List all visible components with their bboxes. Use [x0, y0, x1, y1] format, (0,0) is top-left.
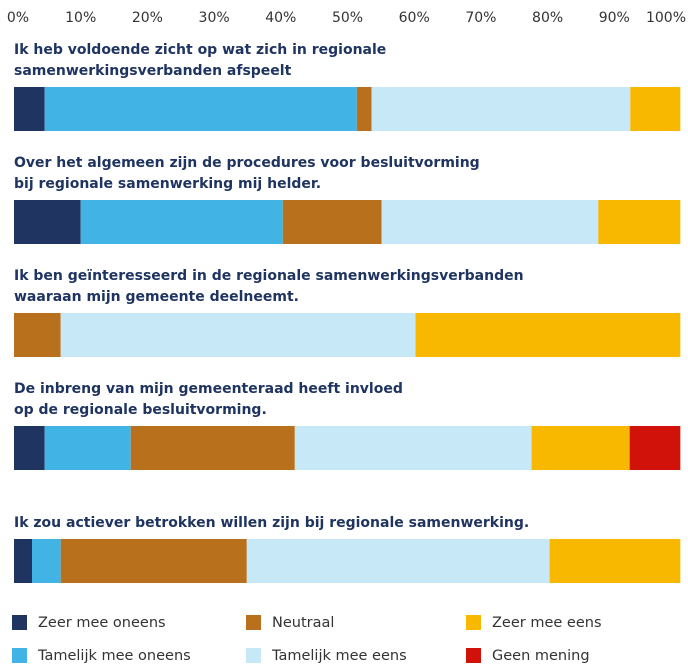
- bar-segment: [44, 87, 357, 131]
- bar-segment: [32, 539, 61, 583]
- bar-segment: [629, 426, 681, 470]
- bar-segment: [630, 87, 681, 131]
- bar-segment: [415, 313, 681, 357]
- x-tick-label: 100%: [646, 10, 686, 26]
- question-line: Ik heb voldoende zicht op wat zich in re…: [14, 42, 386, 58]
- question-line: Ik zou actiever betrokken willen zijn bi…: [14, 515, 529, 531]
- question-label: Ik ben geïnteresseerd in de regionale sa…: [14, 268, 524, 305]
- bar-segment: [130, 426, 295, 470]
- bar-segment: [60, 313, 416, 357]
- legend-label: Neutraal: [272, 615, 334, 631]
- x-tick-label: 80%: [532, 10, 563, 26]
- bar-segment: [80, 200, 283, 244]
- question-label: Over het algemeen zijn de procedures voo…: [14, 155, 480, 192]
- question-line: samenwerkingsverbanden afspeelt: [14, 63, 292, 79]
- question-line: Ik ben geïnteresseerd in de regionale sa…: [14, 268, 524, 284]
- question-label: Ik heb voldoende zicht op wat zich in re…: [14, 42, 386, 79]
- x-tick-label: 40%: [265, 10, 296, 26]
- x-tick-label: 10%: [65, 10, 96, 26]
- legend-label: Tamelijk mee eens: [271, 648, 407, 664]
- bar-segment: [14, 426, 45, 470]
- bar-segment: [294, 426, 532, 470]
- legend-swatch: [466, 615, 481, 630]
- legend-label: Zeer mee oneens: [38, 615, 166, 631]
- x-tick-label: 70%: [465, 10, 496, 26]
- bar-segment: [44, 426, 131, 470]
- bar-segment: [381, 200, 599, 244]
- x-tick-label: 50%: [332, 10, 363, 26]
- legend-label: Geen mening: [492, 648, 590, 664]
- x-tick-label: 0%: [7, 10, 29, 26]
- x-tick-label: 20%: [132, 10, 163, 26]
- legend-swatch: [12, 648, 27, 663]
- bar-segment: [371, 87, 631, 131]
- question-line: waaraan mijn gemeente deelneemt.: [14, 289, 299, 305]
- bar-segment: [282, 200, 382, 244]
- question-label: De inbreng van mijn gemeenteraad heeft i…: [14, 381, 403, 418]
- legend-swatch: [12, 615, 27, 630]
- question-line: De inbreng van mijn gemeenteraad heeft i…: [14, 381, 403, 397]
- legend-label: Zeer mee eens: [492, 615, 602, 631]
- question-line: op de regionale besluitvorming.: [14, 402, 267, 418]
- bar-segment: [549, 539, 681, 583]
- x-tick-label: 60%: [399, 10, 430, 26]
- bar-segment: [60, 539, 247, 583]
- bar-segment: [14, 313, 61, 357]
- bar-segment: [14, 87, 45, 131]
- bar-segment: [246, 539, 550, 583]
- legend-label: Tamelijk mee oneens: [37, 648, 191, 664]
- bar-segment: [531, 426, 630, 470]
- legend-swatch: [466, 648, 481, 663]
- question-line: Over het algemeen zijn de procedures voo…: [14, 155, 480, 171]
- bar-segment: [14, 539, 33, 583]
- bar-segment: [598, 200, 681, 244]
- x-tick-label: 90%: [599, 10, 630, 26]
- bar-segment: [14, 200, 81, 244]
- x-tick-label: 30%: [199, 10, 230, 26]
- question-line: bij regionale samenwerking mij helder.: [14, 176, 321, 192]
- question-label: Ik zou actiever betrokken willen zijn bi…: [14, 515, 529, 531]
- legend-swatch: [246, 648, 261, 663]
- legend-swatch: [246, 615, 261, 630]
- bar-segment: [356, 87, 372, 131]
